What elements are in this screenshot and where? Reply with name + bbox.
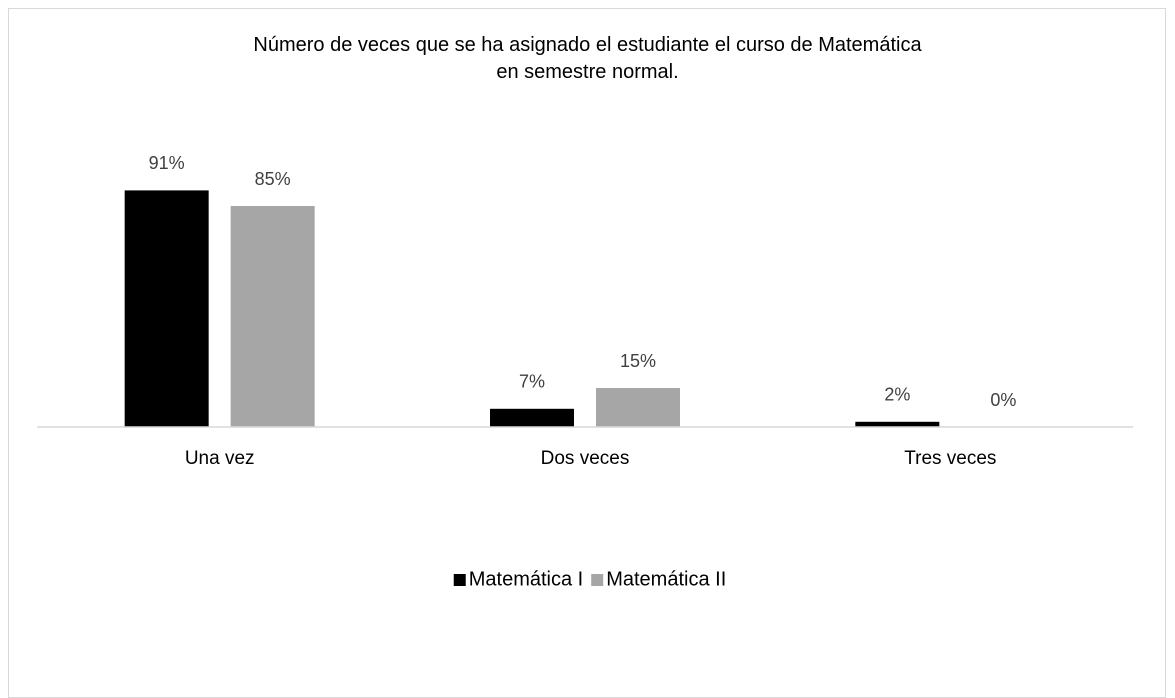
bar [596,388,680,427]
x-tick-label: Dos veces [541,448,630,469]
x-tick-label: Tres veces [904,448,996,469]
legend-label: Matemática I [469,568,583,590]
value-label: 2% [884,385,910,405]
value-label: 7% [519,372,545,392]
legend-swatch [453,574,466,586]
x-tick-label: Una vez [185,448,255,469]
bar [490,408,574,427]
value-label: 85% [255,169,291,189]
bar [230,206,315,427]
value-label: 0% [990,390,1016,410]
bar [124,190,209,427]
chart-title: Número de veces que se ha asignado el es… [253,34,922,83]
legend-label: Matemática II [606,568,726,590]
legend-swatch [591,574,604,586]
bar [855,421,940,427]
value-label: 91% [149,153,185,173]
value-label: 15% [620,351,656,371]
